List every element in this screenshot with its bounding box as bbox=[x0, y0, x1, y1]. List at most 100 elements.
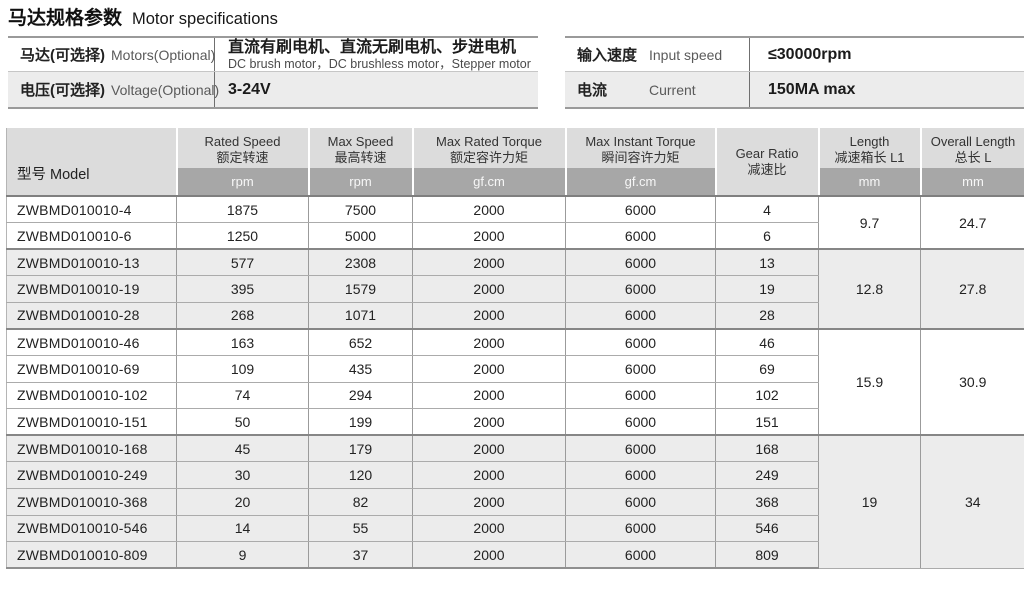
max-instant-torque-cell: 6000 bbox=[565, 248, 716, 277]
max-speed-cell: 5000 bbox=[308, 222, 413, 250]
motors-label-en: Motors(Optional) bbox=[111, 46, 216, 63]
gear-ratio-cell: 13 bbox=[715, 248, 819, 277]
max-speed-cell: 82 bbox=[308, 488, 413, 516]
col-header-rated-speed: Rated Speed 额定转速 bbox=[175, 128, 310, 168]
gear-ratio-cell: 102 bbox=[715, 382, 819, 410]
gear-ratio-cell: 368 bbox=[715, 488, 819, 516]
max-speed-cell: 199 bbox=[308, 408, 413, 436]
rated-speed-cell: 395 bbox=[176, 275, 309, 303]
spec-row: ZWBMD010010-368 20 82 2000 6000 368 bbox=[6, 488, 1024, 516]
input-speed-label-zh: 输入速度 bbox=[577, 47, 638, 64]
col-header-overall-length: Overall Length 总长 L bbox=[919, 128, 1024, 168]
spec-row: ZWBMD010010-151 50 199 2000 6000 151 bbox=[6, 408, 1024, 436]
spec-row: ZWBMD010010-809 9 37 2000 6000 809 bbox=[6, 541, 1024, 570]
col-header-model-zh: 型号 bbox=[17, 167, 46, 183]
rated-speed-cell: 20 bbox=[176, 488, 309, 516]
max-instant-torque-cell: 6000 bbox=[565, 355, 716, 383]
max-rated-torque-cell: 2000 bbox=[412, 541, 566, 570]
voltage-value-text: 3-24V bbox=[228, 80, 271, 98]
motors-label-zh: 马达(可选择) bbox=[20, 47, 105, 64]
current-value-text: 150MA max bbox=[768, 80, 856, 98]
current-label: 电流 Current bbox=[565, 72, 750, 107]
motor-options-box: 马达(可选择) Motors(Optional) 直流有刷电机、直流无刷电机、步… bbox=[8, 36, 538, 109]
max-speed-cell: 1579 bbox=[308, 275, 413, 303]
max-instant-torque-cell: 6000 bbox=[565, 488, 716, 516]
rated-speed-cell: 9 bbox=[176, 541, 309, 570]
model-cell: ZWBMD010010-13 bbox=[6, 248, 177, 277]
current-value: 150MA max bbox=[750, 72, 1024, 107]
max-speed-cell: 7500 bbox=[308, 196, 413, 224]
model-cell: ZWBMD010010-151 bbox=[6, 408, 177, 436]
overall-length-merged-cell: 27.8 bbox=[920, 248, 1024, 330]
max-rated-torque-cell: 2000 bbox=[412, 248, 566, 277]
spec-row: ZWBMD010010-168 45 179 2000 6000 168 19 34 bbox=[6, 434, 1024, 569]
max-rated-torque-cell: 2000 bbox=[412, 355, 566, 383]
max-rated-torque-cell: 2000 bbox=[412, 515, 566, 543]
rated-speed-cell: 50 bbox=[176, 408, 309, 436]
max-speed-cell: 652 bbox=[308, 327, 413, 357]
gear-ratio-cell: 19 bbox=[715, 275, 819, 303]
input-speed-value: ≤30000rpm bbox=[750, 38, 1024, 71]
max-instant-torque-cell: 6000 bbox=[565, 461, 716, 490]
model-cell: ZWBMD010010-546 bbox=[6, 515, 177, 543]
rated-speed-cell: 268 bbox=[176, 302, 309, 330]
gear-ratio-cell: 809 bbox=[715, 541, 819, 570]
voltage-label-en: Voltage(Optional) bbox=[111, 81, 220, 98]
current-label-en: Current bbox=[649, 81, 696, 98]
model-cell: ZWBMD010010-102 bbox=[6, 382, 177, 410]
max-rated-torque-cell: 2000 bbox=[412, 327, 566, 357]
max-instant-torque-cell: 6000 bbox=[565, 302, 716, 330]
gear-ratio-cell: 6 bbox=[715, 222, 819, 250]
speed-current-box: 输入速度 Input speed ≤30000rpm 电流 Current 15… bbox=[565, 36, 1024, 109]
motors-value-zh: 直流有刷电机、直流无刷电机、步进电机 bbox=[228, 38, 517, 56]
model-cell: ZWBMD010010-368 bbox=[6, 488, 177, 516]
max-instant-torque-cell: 6000 bbox=[565, 541, 716, 570]
col-header-model-en: Model bbox=[50, 167, 90, 183]
model-cell: ZWBMD010010-168 bbox=[6, 434, 177, 463]
length-merged-cell: 19 bbox=[818, 434, 921, 569]
rated-speed-cell: 163 bbox=[176, 327, 309, 357]
model-cell: ZWBMD010010-6 bbox=[6, 222, 177, 250]
motors-row: 马达(可选择) Motors(Optional) 直流有刷电机、直流无刷电机、步… bbox=[8, 38, 538, 72]
col-header-length: Length 减速箱长 L1 bbox=[817, 128, 922, 168]
current-row: 电流 Current 150MA max bbox=[565, 72, 1024, 107]
unit-max-rated-torque: gf.cm bbox=[411, 168, 567, 197]
gear-ratio-cell: 151 bbox=[715, 408, 819, 436]
max-instant-torque-cell: 6000 bbox=[565, 275, 716, 303]
voltage-row: 电压(可选择) Voltage(Optional) 3-24V bbox=[8, 72, 538, 107]
max-instant-torque-cell: 6000 bbox=[565, 196, 716, 224]
col-header-model: 型号 Model bbox=[6, 128, 178, 197]
page-title-zh: 马达规格参数 bbox=[8, 8, 123, 29]
rated-speed-cell: 577 bbox=[176, 248, 309, 277]
spec-row: ZWBMD010010-4 1875 7500 2000 6000 4 9.7 24.7 bbox=[6, 196, 1024, 250]
rated-speed-cell: 30 bbox=[176, 461, 309, 490]
spec-row: ZWBMD010010-6 1250 5000 2000 6000 6 bbox=[6, 222, 1024, 250]
input-speed-value-text: ≤30000rpm bbox=[768, 45, 852, 63]
spec-row: ZWBMD010010-102 74 294 2000 6000 102 bbox=[6, 382, 1024, 410]
model-cell: ZWBMD010010-4 bbox=[6, 196, 177, 224]
max-rated-torque-cell: 2000 bbox=[412, 488, 566, 516]
spec-row: ZWBMD010010-28 268 1071 2000 6000 28 bbox=[6, 302, 1024, 330]
max-speed-cell: 179 bbox=[308, 434, 413, 463]
max-instant-torque-cell: 6000 bbox=[565, 434, 716, 463]
overall-length-merged-cell: 30.9 bbox=[920, 327, 1024, 436]
voltage-label-zh: 电压(可选择) bbox=[20, 82, 105, 99]
max-speed-cell: 37 bbox=[308, 541, 413, 570]
max-rated-torque-cell: 2000 bbox=[412, 302, 566, 330]
max-speed-cell: 294 bbox=[308, 382, 413, 410]
gear-ratio-cell: 249 bbox=[715, 461, 819, 490]
max-rated-torque-cell: 2000 bbox=[412, 196, 566, 224]
max-speed-cell: 2308 bbox=[308, 248, 413, 277]
max-speed-cell: 120 bbox=[308, 461, 413, 490]
gear-ratio-cell: 28 bbox=[715, 302, 819, 330]
spec-row: ZWBMD010010-19 395 1579 2000 6000 19 bbox=[6, 275, 1024, 303]
max-rated-torque-cell: 2000 bbox=[412, 382, 566, 410]
spec-row: ZWBMD010010-546 14 55 2000 6000 546 bbox=[6, 515, 1024, 543]
length-merged-cell: 15.9 bbox=[818, 327, 921, 436]
input-speed-label-en: Input speed bbox=[649, 46, 723, 63]
unit-length: mm bbox=[817, 168, 922, 197]
rated-speed-cell: 74 bbox=[176, 382, 309, 410]
input-speed-label: 输入速度 Input speed bbox=[565, 38, 750, 71]
model-cell: ZWBMD010010-28 bbox=[6, 302, 177, 330]
